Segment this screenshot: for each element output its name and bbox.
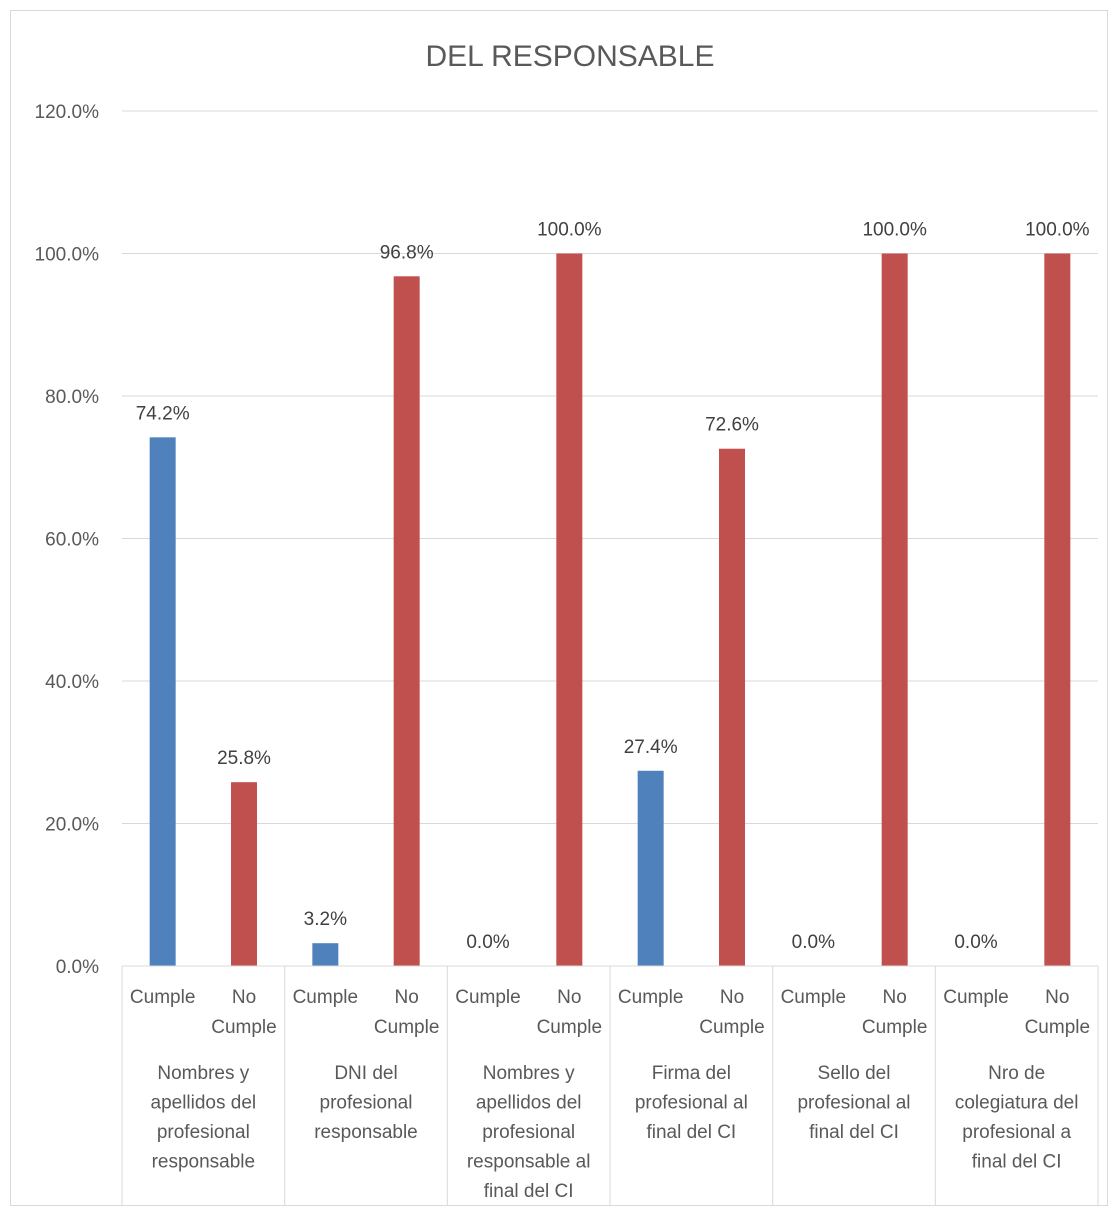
data-label: 96.8% xyxy=(380,242,434,263)
x-axis: Cumple No Cumple Nombres y apellidos del prof… xyxy=(121,965,1099,1205)
data-label: 100.0% xyxy=(537,220,602,241)
group-label: profesional xyxy=(482,1122,575,1143)
data-labels: 74.2% 25.8% 3.2% 96.8% 0.0% 100.0% 27.4% 72.6% 0… xyxy=(136,220,1090,954)
sub-category-label: Cumple xyxy=(374,1017,439,1038)
sub-category-label: Cumple xyxy=(1025,1017,1090,1038)
group-label: DNI del xyxy=(334,1063,397,1084)
sub-category-label: No xyxy=(883,987,907,1008)
sub-category-label: No xyxy=(395,987,419,1008)
sub-category-label: Cumple xyxy=(781,987,846,1008)
y-axis: 0.0% 20.0% 40.0% 60.0% 80.0% 100.0% 120.0% xyxy=(35,102,100,978)
group-label: Nro de xyxy=(988,1063,1045,1084)
group-label: responsable xyxy=(314,1122,418,1143)
sub-category-label: No xyxy=(557,987,581,1008)
bar xyxy=(312,943,339,966)
bar-chart: DEL RESPONSABLE 0.0% 20.0% 40.0% 60.0% 80.0%… xyxy=(35,40,1099,1205)
group-label: final del CI xyxy=(809,1122,899,1143)
y-tick-label: 100.0% xyxy=(35,245,100,266)
y-tick-label: 120.0% xyxy=(35,102,100,123)
data-label: 0.0% xyxy=(466,932,509,953)
y-tick-label: 60.0% xyxy=(45,530,99,551)
bar xyxy=(637,770,664,966)
y-tick-label: 0.0% xyxy=(56,957,99,978)
sub-category-label: Cumple xyxy=(455,987,520,1008)
group-label: responsable xyxy=(152,1152,256,1173)
sub-category-label: No xyxy=(1045,987,1069,1008)
sub-category-label: No xyxy=(720,987,744,1008)
sub-category-label: Cumple xyxy=(130,987,195,1008)
data-label: 3.2% xyxy=(304,909,347,930)
group-label: profesional a xyxy=(962,1122,1071,1143)
bar xyxy=(393,276,420,966)
group-label: profesional al xyxy=(635,1093,748,1114)
sub-category-label: Cumple xyxy=(537,1017,602,1038)
group-label: Nombres y xyxy=(157,1063,249,1084)
group-label: responsable al xyxy=(467,1152,591,1173)
group-label: apellidos del xyxy=(151,1093,257,1114)
bar xyxy=(231,782,257,966)
data-label: 25.8% xyxy=(217,748,271,769)
bar xyxy=(1044,253,1071,966)
sub-category-label: Cumple xyxy=(943,987,1008,1008)
sub-category-label: Cumple xyxy=(211,1017,276,1038)
sub-category-label: Cumple xyxy=(293,987,358,1008)
chart-title: DEL RESPONSABLE xyxy=(426,40,715,73)
y-tick-label: 20.0% xyxy=(45,815,99,836)
data-label: 0.0% xyxy=(792,932,835,953)
data-label: 74.2% xyxy=(136,403,190,424)
bar xyxy=(556,253,583,966)
chart-frame: DEL RESPONSABLE 0.0% 20.0% 40.0% 60.0% 80.0%… xyxy=(10,10,1108,1206)
sub-category-label: Cumple xyxy=(862,1017,927,1038)
group-label: profesional xyxy=(157,1122,250,1143)
y-tick-label: 40.0% xyxy=(45,672,99,693)
group-label: final del CI xyxy=(646,1122,736,1143)
group-label: colegiatura del xyxy=(955,1093,1079,1114)
group-label: Firma del xyxy=(652,1063,731,1084)
group-label: Nombres y xyxy=(483,1063,575,1084)
data-label: 0.0% xyxy=(954,932,997,953)
data-label: 27.4% xyxy=(624,737,678,758)
group-label: profesional xyxy=(320,1093,413,1114)
bars xyxy=(149,253,1071,967)
group-label: final del CI xyxy=(484,1181,574,1202)
group-label: profesional al xyxy=(797,1093,910,1114)
data-label: 100.0% xyxy=(1025,220,1090,241)
sub-category-label: Cumple xyxy=(699,1017,764,1038)
sub-category-label: No xyxy=(232,987,256,1008)
data-label: 100.0% xyxy=(862,220,927,241)
sub-category-label: Cumple xyxy=(618,987,683,1008)
group-label: Sello del xyxy=(818,1063,891,1084)
data-label: 72.6% xyxy=(705,415,759,436)
group-label: apellidos del xyxy=(476,1093,582,1114)
bar xyxy=(881,253,908,966)
bar xyxy=(719,448,745,967)
y-tick-label: 80.0% xyxy=(45,387,99,408)
bar xyxy=(149,437,176,966)
group-label: final del CI xyxy=(972,1152,1062,1173)
gridlines xyxy=(122,110,1098,824)
